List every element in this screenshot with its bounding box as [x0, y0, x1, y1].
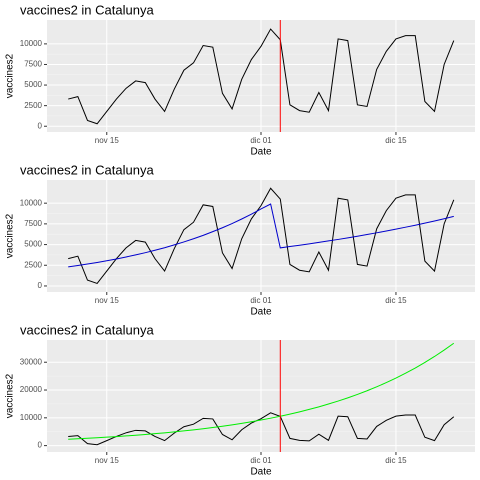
y-tick-label: 0	[38, 121, 43, 130]
y-tick-label: 5000	[24, 240, 42, 249]
x-tick-label: dic 01	[250, 136, 272, 145]
x-tick-label: nov 15	[95, 136, 120, 145]
panel: vaccines2 in Catalunya 0 10000 20000 30000 no…	[5, 322, 475, 478]
y-tick-label: 2500	[24, 260, 42, 269]
x-tick-label: dic 01	[250, 456, 272, 465]
x-tick-label: dic 15	[385, 296, 407, 305]
x-axis-label: Date	[250, 467, 272, 478]
x-tick-label: dic 01	[250, 296, 272, 305]
series-line	[68, 187, 455, 285]
chart-title: vaccines2 in Catalunya	[20, 162, 154, 177]
y-tick-label: 30000	[20, 357, 43, 366]
x-axis-label: Date	[250, 147, 272, 158]
y-tick-label: 7500	[24, 219, 42, 228]
y-axis-label: vaccines2	[5, 373, 16, 418]
series-line	[68, 342, 455, 440]
y-tick-label: 0	[38, 281, 43, 290]
x-axis-label: Date	[250, 307, 272, 318]
y-tick-label: 10000	[20, 39, 43, 48]
y-tick-label: 20000	[20, 385, 43, 394]
y-axis-label: vaccines2	[5, 213, 16, 258]
chart-title: vaccines2 in Catalunya	[20, 2, 154, 17]
y-tick-label: 2500	[24, 101, 42, 110]
series-line	[68, 28, 455, 125]
y-axis-label: vaccines2	[5, 53, 16, 98]
series-line	[68, 203, 454, 268]
panel: vaccines2 in Catalunya 0 2500 5000 7500 10000…	[5, 2, 475, 158]
chart-title: vaccines2 in Catalunya	[20, 322, 154, 337]
panel: vaccines2 in Catalunya 0 2500 5000 7500 10000…	[5, 162, 475, 318]
y-tick-label: 10000	[20, 198, 43, 207]
x-tick-label: dic 15	[385, 136, 407, 145]
x-tick-label: nov 15	[95, 296, 120, 305]
x-tick-label: dic 15	[385, 456, 407, 465]
series-line	[68, 412, 455, 446]
y-tick-label: 10000	[20, 413, 43, 422]
y-tick-label: 0	[38, 441, 43, 450]
y-tick-label: 5000	[24, 80, 42, 89]
y-tick-label: 7500	[24, 60, 42, 69]
x-tick-label: nov 15	[95, 456, 120, 465]
